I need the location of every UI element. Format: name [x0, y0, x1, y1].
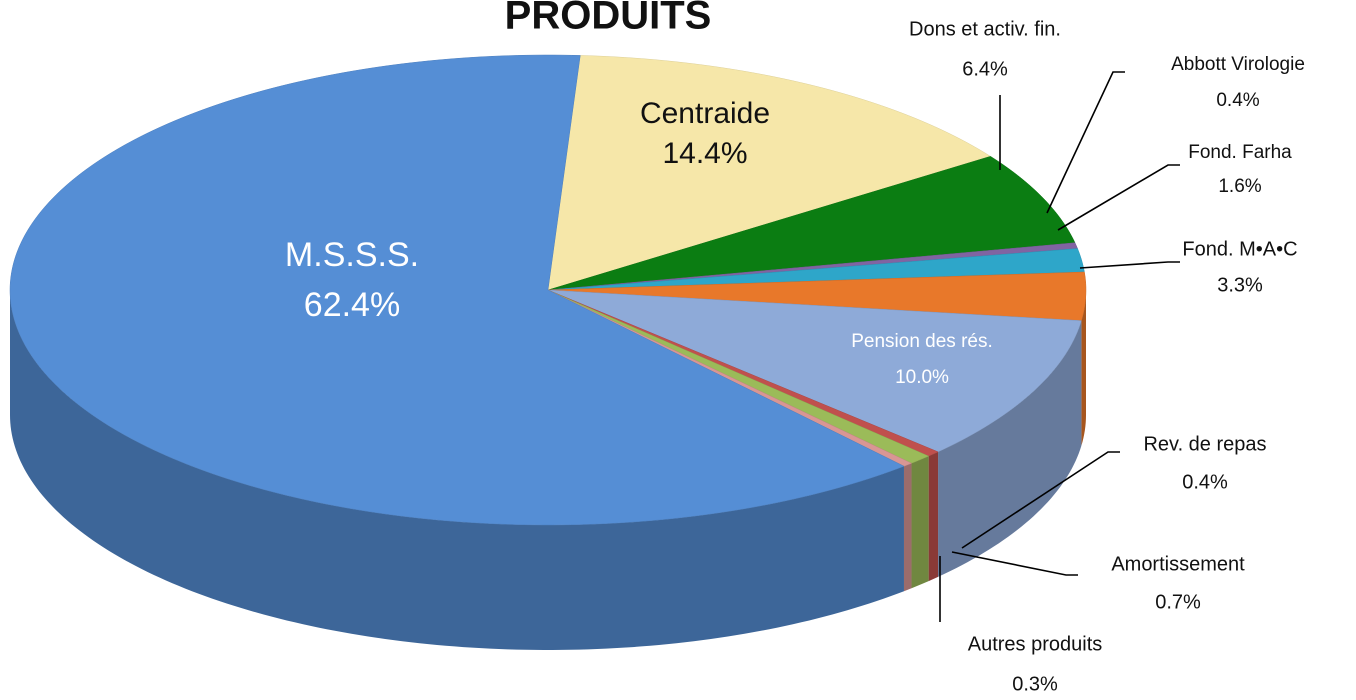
pie-slice	[547, 55, 992, 291]
slice-value-label: 62.4%	[304, 286, 400, 324]
slice-label: Fond. M•A•C	[1182, 238, 1297, 260]
pie-sides	[10, 290, 1086, 650]
pie-slice-side	[1081, 290, 1086, 446]
leader-line	[951, 551, 1078, 576]
slice-value-label: 6.4%	[962, 58, 1008, 80]
pie-slice-side	[938, 320, 1082, 577]
pie-slice	[547, 156, 1076, 291]
slice-label: M.S.S.S.	[285, 236, 419, 274]
leader-line	[1079, 261, 1180, 269]
slice-value-label: 0.4%	[1182, 471, 1228, 493]
pie-slice	[9, 54, 905, 526]
slice-label: Centraide	[640, 97, 770, 130]
slice-value-label: 10.0%	[895, 367, 949, 388]
pie-slice	[547, 248, 1085, 291]
slice-value-label: 0.3%	[1012, 673, 1058, 695]
slice-label: Pension des rés.	[851, 331, 993, 352]
slice-label: Dons et activ. fin.	[909, 18, 1061, 40]
leader-line	[1046, 71, 1125, 214]
slice-label: Rev. de repas	[1143, 433, 1266, 455]
slice-label: Autres produits	[968, 633, 1103, 655]
pie-slice	[547, 289, 1082, 453]
leader-line	[1057, 164, 1180, 231]
pie-tops	[9, 54, 1087, 526]
pie-slice-side	[10, 290, 904, 650]
slice-value-label: 3.3%	[1217, 274, 1263, 296]
leader-line	[961, 451, 1120, 549]
pie-slice-side	[928, 451, 939, 582]
slice-value-label: 0.4%	[1216, 90, 1259, 111]
slice-value-label: 0.7%	[1155, 591, 1201, 613]
slice-value-label: 14.4%	[662, 137, 747, 170]
pie-slice-side	[911, 456, 929, 589]
pie-slice-side	[903, 463, 912, 592]
slice-label: Abbott Virologie	[1171, 54, 1305, 75]
slice-label: Fond. Farha	[1188, 142, 1292, 163]
chart-title: PRODUITS	[505, 0, 712, 38]
slice-value-label: 1.6%	[1218, 176, 1261, 197]
slice-label: Amortissement	[1111, 553, 1245, 575]
pie-slice	[547, 271, 1087, 321]
